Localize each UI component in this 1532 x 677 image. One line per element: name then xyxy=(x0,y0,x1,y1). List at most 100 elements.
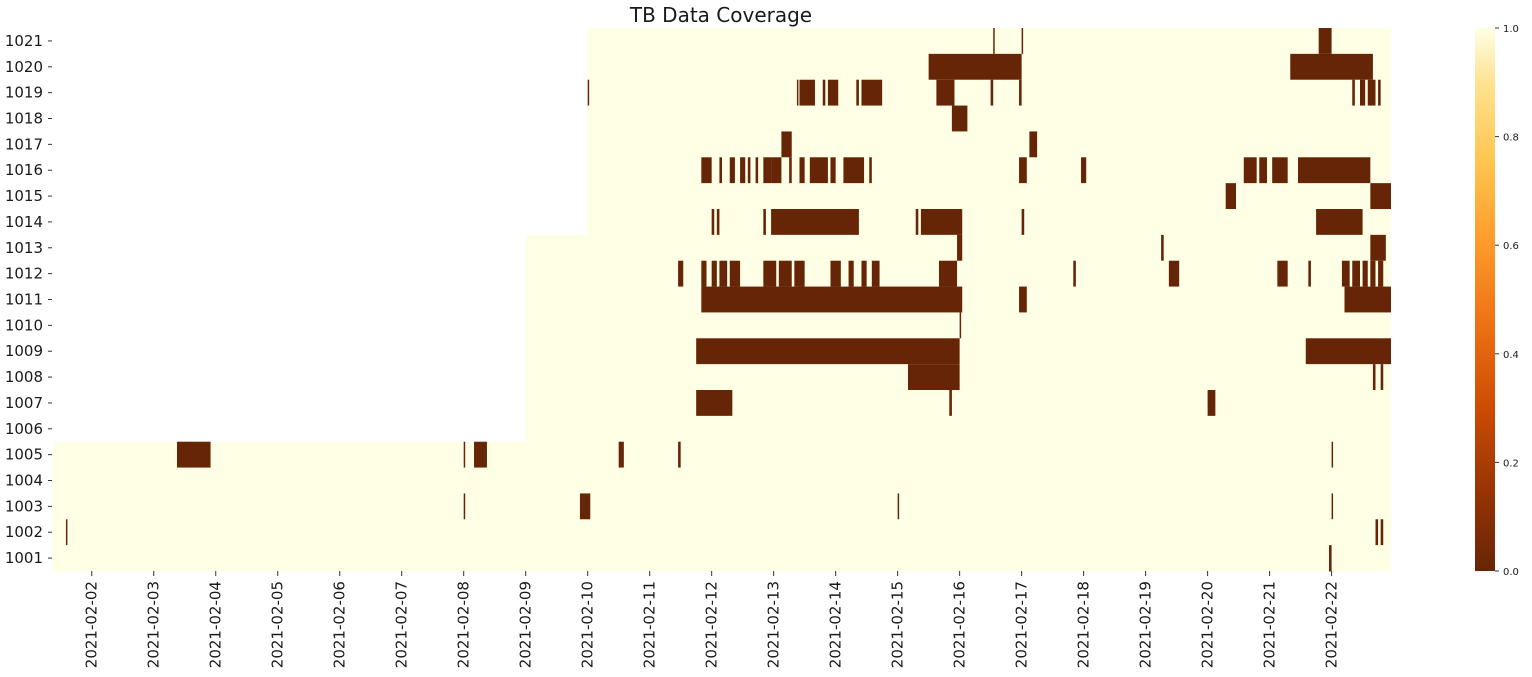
cell-gap-1016-6 xyxy=(763,157,772,184)
cell-gap-1012-13 xyxy=(1073,260,1076,288)
cell-gap-1011-1 xyxy=(1019,286,1027,313)
cell-present-1019 xyxy=(587,79,1391,107)
cell-gap-1012-12 xyxy=(938,260,958,288)
cell-gap-1002-1 xyxy=(1375,519,1379,546)
cell-gap-1016-12 xyxy=(843,157,865,184)
cell-gap-1014-0 xyxy=(711,209,715,236)
x-axis: 2021-02-02 2021-02-03 2021-02-04 2021-02-05… xyxy=(83,571,1341,668)
x-tick-label-2021-02-06: 2021-02-06 xyxy=(331,581,349,668)
cell-present-1012 xyxy=(525,260,1391,288)
cell-gap-1012-4 xyxy=(729,260,741,288)
cell-gap-1013-0 xyxy=(957,234,963,262)
cell-gap-1013-1 xyxy=(1161,234,1164,262)
cell-gap-1001-0 xyxy=(1329,545,1332,572)
cell-gap-1016-15 xyxy=(1081,157,1087,184)
x-tick-label-2021-02-19: 2021-02-19 xyxy=(1137,581,1155,668)
cell-present-1005 xyxy=(53,441,1391,469)
cell-gap-1005-1 xyxy=(463,441,466,469)
cell-gap-1003-0 xyxy=(463,493,466,520)
y-tick-label-1013: 1013 xyxy=(5,239,43,257)
cell-gap-1012-2 xyxy=(711,260,717,288)
colorbar-tick-label-0.6: 0.6 xyxy=(1503,241,1519,252)
cell-gap-1015-0 xyxy=(1225,183,1237,210)
cell-gap-1019-12 xyxy=(1367,79,1376,107)
colorbar-tick-label-0.8: 0.8 xyxy=(1503,133,1519,144)
cell-gap-1014-3 xyxy=(771,209,859,236)
cell-gap-1016-11 xyxy=(830,157,836,184)
cell-gap-1010-0 xyxy=(959,312,962,339)
cell-gap-1014-2 xyxy=(763,209,766,236)
cell-present-1014 xyxy=(587,209,1391,236)
x-tick-label-2021-02-16: 2021-02-16 xyxy=(951,581,969,668)
y-tick-label-1021: 1021 xyxy=(5,32,43,50)
x-tick-label-2021-02-09: 2021-02-09 xyxy=(517,581,535,668)
y-tick-label-1009: 1009 xyxy=(5,342,43,360)
cell-gap-1019-2 xyxy=(799,79,815,107)
y-tick-label-1007: 1007 xyxy=(5,394,43,412)
y-tick-label-1005: 1005 xyxy=(5,446,43,464)
x-tick-label-2021-02-22: 2021-02-22 xyxy=(1323,581,1341,668)
x-tick-label-2021-02-02: 2021-02-02 xyxy=(83,581,101,668)
cell-gap-1003-3 xyxy=(1331,493,1334,520)
cell-gap-1019-5 xyxy=(856,79,859,107)
y-tick-label-1006: 1006 xyxy=(5,420,43,438)
x-tick-label-2021-02-08: 2021-02-08 xyxy=(455,581,473,668)
heatmap-cells xyxy=(53,28,1391,572)
cell-gap-1016-0 xyxy=(701,157,712,184)
cell-present-1021 xyxy=(587,28,1391,55)
cell-gap-1012-15 xyxy=(1277,260,1288,288)
x-tick-label-2021-02-21: 2021-02-21 xyxy=(1261,581,1279,668)
cell-gap-1019-6 xyxy=(861,79,883,107)
cell-gap-1016-13 xyxy=(869,157,872,184)
cell-present-1018 xyxy=(587,105,1391,132)
cell-gap-1019-8 xyxy=(990,79,994,107)
cell-present-1010 xyxy=(525,312,1391,339)
cell-gap-1003-1 xyxy=(579,493,591,520)
colorbar-gradient xyxy=(1475,28,1495,571)
cell-gap-1019-9 xyxy=(1019,79,1022,107)
chart-title: TB Data Coverage xyxy=(629,3,812,27)
x-tick-label-2021-02-11: 2021-02-11 xyxy=(641,581,659,668)
colorbar: 0.0 0.2 0.4 0.6 0.8 1.0 xyxy=(1475,24,1519,578)
cell-gap-1021-2 xyxy=(1318,28,1332,55)
cell-gap-1017-1 xyxy=(1029,131,1038,158)
y-tick-label-1012: 1012 xyxy=(5,265,43,283)
cell-gap-1007-2 xyxy=(1207,390,1216,417)
cell-gap-1002-0 xyxy=(65,519,68,546)
cell-present-1017 xyxy=(587,131,1391,158)
cell-gap-1014-1 xyxy=(716,209,720,236)
cell-gap-1012-19 xyxy=(1362,260,1368,288)
cell-gap-1019-11 xyxy=(1360,79,1366,107)
cell-gap-1016-18 xyxy=(1272,157,1288,184)
cell-gap-1012-7 xyxy=(794,260,805,288)
cell-present-1003 xyxy=(53,493,1391,520)
y-tick-label-1011: 1011 xyxy=(5,291,43,309)
cell-gap-1009-0 xyxy=(696,338,960,365)
cell-gap-1019-10 xyxy=(1352,79,1355,107)
cell-gap-1016-1 xyxy=(719,157,722,184)
cell-gap-1008-1 xyxy=(1372,364,1376,391)
cell-gap-1019-7 xyxy=(936,79,955,107)
x-tick-label-2021-02-18: 2021-02-18 xyxy=(1075,581,1093,668)
cell-gap-1012-21 xyxy=(1378,260,1384,288)
x-tick-label-2021-02-07: 2021-02-07 xyxy=(393,581,411,668)
cell-gap-1016-17 xyxy=(1259,157,1268,184)
cell-gap-1016-8 xyxy=(789,157,792,184)
cell-gap-1012-20 xyxy=(1370,260,1376,288)
cell-gap-1016-7 xyxy=(771,157,782,184)
cell-gap-1017-0 xyxy=(781,131,792,158)
cell-gap-1021-1 xyxy=(1021,28,1024,55)
y-tick-label-1004: 1004 xyxy=(5,472,43,490)
cell-gap-1016-2 xyxy=(729,157,735,184)
cell-gap-1019-4 xyxy=(827,79,839,107)
colorbar-tick-label-0.4: 0.4 xyxy=(1503,350,1519,361)
y-tick-label-1015: 1015 xyxy=(5,187,43,205)
y-tick-label-1003: 1003 xyxy=(5,497,43,515)
cell-gap-1005-0 xyxy=(176,441,211,469)
cell-present-1002 xyxy=(53,519,1391,546)
cell-gap-1012-18 xyxy=(1352,260,1361,288)
cell-gap-1005-2 xyxy=(474,441,487,469)
y-tick-label-1014: 1014 xyxy=(5,213,43,231)
cell-gap-1019-3 xyxy=(822,79,826,107)
